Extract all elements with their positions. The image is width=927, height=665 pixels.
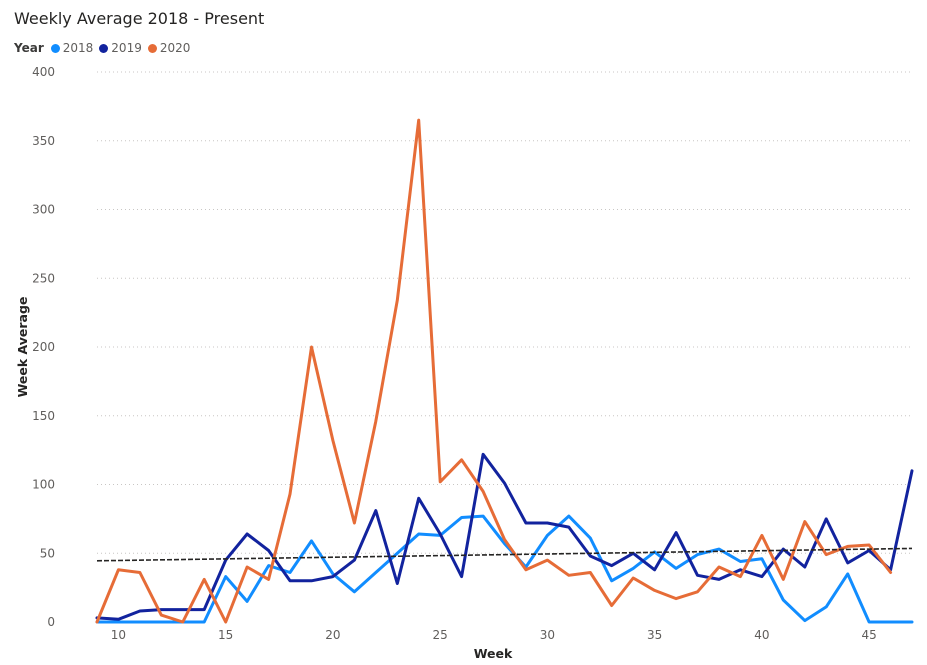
legend-dot-2019 xyxy=(99,43,109,53)
x-tick-label-25: 25 xyxy=(433,628,448,642)
series-line-2020 xyxy=(95,118,893,624)
x-tick-label-35: 35 xyxy=(647,628,662,642)
y-tick-label-250: 250 xyxy=(32,271,55,285)
y-tick-label-100: 100 xyxy=(32,478,55,492)
legend-item-2019[interactable]: 2019 xyxy=(99,41,142,55)
y-tick-label-200: 200 xyxy=(32,340,55,354)
x-tick-label-40: 40 xyxy=(754,628,769,642)
legend-item-2018[interactable]: 2018 xyxy=(50,41,94,55)
legend-item-2020[interactable]: 2020 xyxy=(147,41,191,55)
x-axis-ticks: 10 15 20 25 30 35 40 45 xyxy=(111,628,877,642)
y-tick-label-350: 350 xyxy=(32,134,55,148)
y-tick-label-400: 400 xyxy=(32,65,55,79)
legend-dot-2020 xyxy=(147,43,157,53)
x-axis-title: Week xyxy=(474,646,513,661)
x-tick-label-20: 20 xyxy=(325,628,340,642)
x-tick-label-45: 45 xyxy=(861,628,876,642)
chart-legend: Year 2018 2019 2020 xyxy=(14,41,196,55)
legend-label-2020: 2020 xyxy=(159,41,191,55)
trendline-layer xyxy=(96,547,913,562)
chart-title: Weekly Average 2018 - Present xyxy=(14,9,265,28)
y-tick-label-150: 150 xyxy=(32,409,55,423)
x-tick-label-30: 30 xyxy=(540,628,555,642)
x-tick-label-15: 15 xyxy=(218,628,233,642)
y-tick-label-300: 300 xyxy=(32,203,55,217)
y-axis-ticks: 0 50 100 150 200 250 300 350 400 xyxy=(32,65,55,629)
legend-title: Year xyxy=(14,41,44,55)
y-tick-label-50: 50 xyxy=(40,546,55,560)
x-tick-label-10: 10 xyxy=(111,628,126,642)
series-line-2019 xyxy=(95,452,914,621)
legend-label-2018: 2018 xyxy=(62,41,94,55)
legend-label-2019: 2019 xyxy=(111,41,142,55)
legend-dot-2018 xyxy=(50,43,60,53)
series-lines xyxy=(95,118,914,624)
trendline xyxy=(96,547,913,562)
series-line-2018 xyxy=(95,514,914,624)
y-tick-label-0: 0 xyxy=(47,615,55,629)
y-axis-title: Week Average xyxy=(15,297,30,398)
